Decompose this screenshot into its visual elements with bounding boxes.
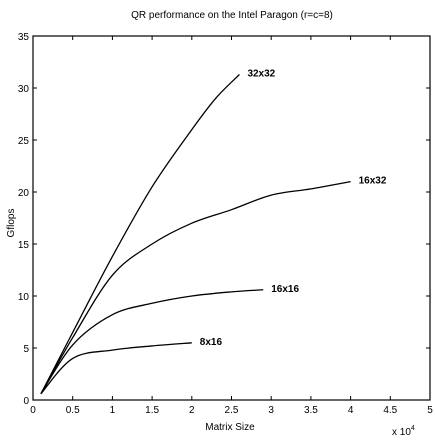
- x-tick-label: 0.5: [66, 405, 80, 416]
- x-tick-label: 1.5: [145, 405, 159, 416]
- y-tick-label: 30: [18, 84, 30, 95]
- series-line-8x16: [40, 342, 192, 395]
- x-tick-label: 2: [189, 405, 195, 416]
- series-label-16x32: 16x32: [359, 176, 387, 187]
- y-axis-title: Gflops: [6, 209, 17, 238]
- y-tick-label: 15: [18, 240, 30, 251]
- x-exponent-power: 4: [411, 425, 415, 432]
- series-line-32x32: [40, 74, 240, 395]
- series-label-16x16: 16x16: [271, 284, 299, 295]
- x-tick-label: 1: [110, 405, 116, 416]
- series-line-16x32: [40, 180, 351, 395]
- y-tick-label: 5: [23, 344, 29, 355]
- x-tick-label: 0: [30, 405, 36, 416]
- chart-title: QR performance on the Intel Paragon (r=c…: [131, 10, 333, 21]
- y-axis: 0 5 10 15 20 25 30 35: [18, 32, 430, 407]
- y-tick-label: 35: [18, 32, 30, 43]
- x-tick-label: 4: [348, 405, 354, 416]
- y-tick-label: 25: [18, 136, 30, 147]
- x-exponent-base: x 10: [392, 427, 411, 438]
- series-label-8x16: 8x16: [200, 337, 223, 348]
- series-label-32x32: 32x32: [247, 68, 275, 79]
- y-tick-label: 20: [18, 188, 30, 199]
- x-tick-label: 3: [268, 405, 274, 416]
- series-line-16x16: [40, 289, 264, 395]
- x-axis-title: Matrix Size: [205, 422, 255, 433]
- y-tick-label: 10: [18, 292, 30, 303]
- plot-frame: [32, 35, 431, 401]
- series-layer: 32x32 16x32 16x16 8x16: [40, 68, 387, 395]
- x-tick-label: 3.5: [304, 405, 318, 416]
- x-tick-label: 5: [427, 405, 433, 416]
- x-tick-label: 4.5: [383, 405, 397, 416]
- x-tick-label: 2.5: [225, 405, 239, 416]
- x-axis-exponent: x 104: [392, 425, 415, 438]
- x-axis: 0 0.5 1 1.5 2 2.5 3 3.5 4 4.5 5: [30, 36, 433, 416]
- y-tick-label: 0: [23, 396, 29, 407]
